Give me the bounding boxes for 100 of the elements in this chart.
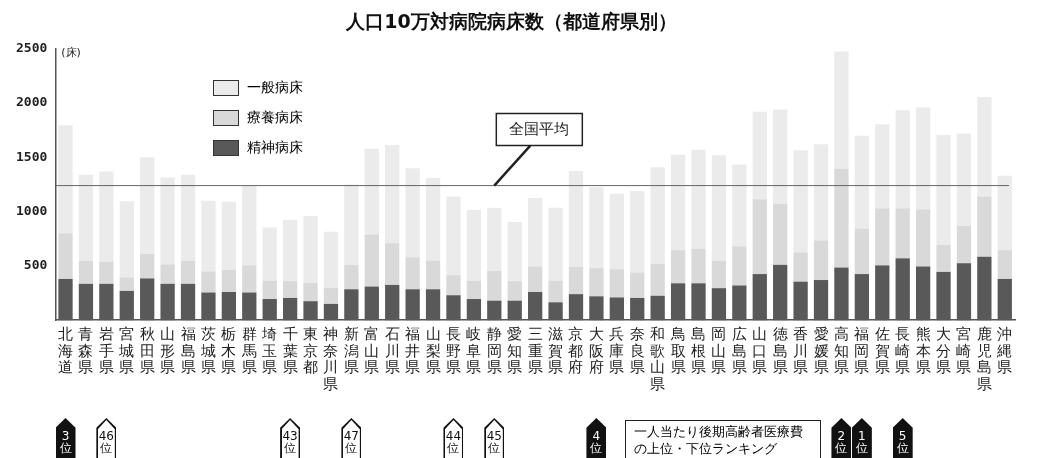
x-tick-label: 沖縄県	[996, 324, 1013, 377]
bar	[548, 207, 563, 281]
bar	[364, 234, 379, 287]
x-tick-label: 茨城県	[199, 324, 216, 377]
x-tick-label: 熊本県	[915, 324, 931, 377]
bar	[119, 201, 134, 278]
y-tick-label: 2000	[15, 94, 48, 110]
bar	[303, 282, 318, 302]
bar	[528, 198, 543, 267]
bar	[670, 250, 686, 284]
bar	[262, 280, 277, 300]
x-tick-label: 山口県	[752, 324, 768, 377]
bar	[568, 267, 584, 295]
x-tick-label: 京都府	[568, 324, 584, 377]
bar	[915, 209, 931, 267]
x-tick-label: 山形県	[160, 324, 176, 377]
bar	[180, 174, 196, 262]
bar	[528, 266, 543, 292]
bar	[650, 167, 665, 264]
x-tick-label: 愛媛県	[813, 324, 829, 377]
bar	[262, 227, 277, 281]
bar	[425, 260, 441, 290]
x-tick-label: 宮崎県	[956, 324, 972, 377]
bar	[385, 144, 400, 244]
legend-label: 療養病床	[247, 108, 304, 127]
x-tick-label: 岩手県	[98, 324, 114, 377]
x-tick-label: 千葉県	[282, 324, 298, 377]
bar	[242, 265, 257, 293]
bar	[875, 124, 890, 209]
x-tick-label: 福島県	[180, 324, 196, 377]
legend-label: 精神病床	[247, 138, 304, 157]
x-tick-label: 大阪府	[588, 324, 604, 377]
bar	[282, 281, 298, 298]
x-tick-label: 北海道	[58, 324, 74, 377]
pentagon-tag: 4位	[586, 418, 607, 458]
bar	[160, 264, 175, 284]
bar	[670, 154, 686, 251]
bar	[221, 201, 237, 270]
bar	[834, 51, 849, 169]
bar	[119, 277, 134, 291]
bar	[58, 233, 73, 279]
x-tick-label: 長崎県	[895, 324, 911, 377]
ref-line-label: 全国平均	[509, 120, 570, 139]
text: 一人当たり後期高齢者医療費の上位・下位ランキング	[624, 420, 821, 458]
bar	[752, 111, 767, 200]
bar	[630, 191, 645, 273]
bar	[180, 261, 196, 284]
bar	[466, 210, 482, 281]
bar	[487, 207, 502, 271]
pentagon-tag: 44位	[443, 418, 464, 458]
x-tick-label: 鳥取県	[669, 324, 686, 377]
bar	[732, 246, 747, 286]
bar	[58, 125, 73, 234]
pentagon-tag: 3位	[55, 418, 76, 458]
bar	[977, 196, 992, 257]
bar	[507, 221, 522, 282]
x-tick-label: 岡山県	[711, 324, 727, 377]
bar	[344, 264, 359, 290]
bar	[466, 280, 482, 300]
bar	[732, 164, 747, 247]
bar	[282, 219, 298, 282]
bar	[875, 208, 890, 266]
y-tick-label: 1500	[15, 148, 48, 164]
bar	[936, 244, 951, 272]
x-tick-label: 石川県	[384, 324, 400, 377]
chart-title: 人口10万対病院病床数（都道府県別）	[345, 10, 677, 33]
bar	[956, 225, 972, 264]
bar	[507, 281, 522, 301]
bar	[915, 107, 931, 210]
x-tick-label: 宮城県	[118, 324, 135, 377]
bar	[344, 184, 359, 265]
x-tick-label: 埼玉県	[261, 324, 278, 377]
x-tick-label: 佐賀県	[874, 324, 890, 377]
bar	[568, 170, 584, 268]
x-tick-label: 山梨県	[425, 324, 441, 377]
bar	[446, 196, 461, 276]
bar	[99, 261, 114, 284]
x-tick-label: 富山県	[364, 324, 380, 377]
bar	[854, 228, 869, 275]
bar	[425, 177, 441, 261]
x-tick-label: 新潟県	[343, 324, 359, 377]
bar	[997, 250, 1012, 279]
bar	[242, 185, 257, 266]
x-tick-label: 岐阜県	[466, 324, 482, 377]
x-tick-label: 徳島県	[772, 324, 788, 377]
x-tick-label: 静岡県	[486, 324, 502, 377]
pentagon-tag: 5位	[892, 418, 913, 458]
bar	[160, 177, 175, 265]
bar	[793, 252, 808, 282]
bar	[773, 109, 788, 205]
bar	[752, 199, 767, 275]
bar	[650, 263, 665, 296]
bar	[99, 171, 114, 262]
bar	[936, 135, 951, 245]
x-tick-label: 群馬県	[240, 324, 257, 377]
bar	[405, 168, 420, 258]
bar	[78, 261, 94, 284]
bar	[201, 271, 216, 293]
bar	[609, 193, 624, 270]
pentagon-tag: 47位	[341, 418, 362, 458]
